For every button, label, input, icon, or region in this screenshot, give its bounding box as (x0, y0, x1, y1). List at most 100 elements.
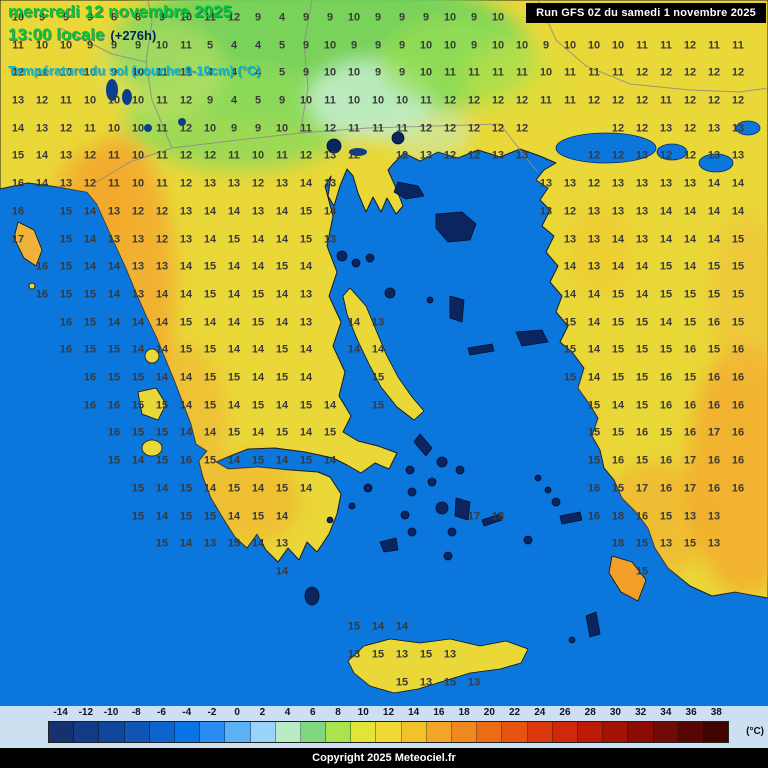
legend-tick: -14 (53, 707, 68, 718)
legend: -14 -12 -10 -8 -6 -4 -2 0 2 4 6 8 10 12 14 16 18 20 22 24 26… (0, 706, 768, 748)
island-psara (426, 296, 434, 304)
legend-tick: 20 (483, 707, 495, 718)
island-kalymnos (551, 497, 561, 507)
legend-color-cell (351, 722, 377, 742)
legend-color-cell (174, 722, 201, 742)
legend-tick: 22 (508, 707, 521, 718)
island-mykonos (455, 465, 465, 475)
legend-unit: (°C) (746, 726, 764, 737)
legend-color-cell (653, 722, 679, 742)
island-sifnos (407, 527, 417, 537)
island-paxos (28, 282, 36, 290)
legend-tick: -8 (131, 707, 141, 718)
island-thasos (326, 138, 342, 154)
island-aegina (363, 483, 373, 493)
island-amorgos (481, 513, 503, 527)
island-andros (413, 433, 433, 457)
lakes-and-marmara (106, 79, 761, 173)
island-serifos (400, 510, 410, 520)
island-syros (427, 477, 437, 487)
time-line: 13:00 locale (+276h) (8, 25, 156, 45)
legend-tick: 38 (710, 707, 722, 718)
copyright-link[interactable]: Copyright 2025 Meteociel.fr (0, 748, 768, 768)
island-lesbos (435, 211, 477, 243)
legend-color-cell (74, 722, 100, 742)
lake-ohrid (106, 79, 118, 101)
legend-color-cell (703, 722, 729, 742)
legend-tick: 4 (284, 707, 291, 718)
island-kythnos (407, 487, 417, 497)
legend-tick: 18 (458, 707, 470, 718)
legend-tick: 28 (584, 707, 596, 718)
legend-color-cell (603, 722, 629, 742)
legend-tick: 2 (259, 707, 266, 718)
island-kasos (568, 636, 576, 644)
legend-tick: 36 (685, 707, 697, 718)
island-patmos (534, 474, 542, 482)
legend-color-cell (401, 722, 427, 742)
sea-of-marmara (555, 132, 657, 164)
island-sporades-3 (365, 253, 375, 263)
lake-prespa (122, 89, 132, 105)
map-subtitle: Température du sol (couche 0-10cm) (°C) (8, 63, 261, 78)
legend-color-cell (250, 722, 276, 742)
island-zakynthos (141, 439, 163, 457)
island-crete (347, 638, 529, 694)
island-kea (405, 465, 415, 475)
legend-tick: 10 (357, 707, 369, 718)
legend-color-cell (477, 722, 503, 742)
legend-tick: 34 (660, 707, 672, 718)
island-euboea (342, 287, 425, 421)
legend-ticks: -14 -12 -10 -8 -6 -4 -2 0 2 4 6 8 10 12 14 16 18 20 22 24 26… (48, 707, 729, 718)
legend-tick: 32 (635, 707, 647, 718)
island-ios (447, 527, 457, 537)
island-milos (379, 537, 399, 553)
island-karpathos (585, 611, 601, 638)
island-corfu (13, 221, 43, 267)
island-skyros (384, 287, 396, 299)
lake-kastoria (144, 124, 152, 132)
island-astypalaia (523, 535, 533, 545)
lake-small (178, 118, 186, 126)
legend-color-cell (124, 722, 150, 742)
island-naxos (454, 497, 471, 521)
legend-color-cell (426, 722, 452, 742)
island-lefkada (144, 348, 160, 364)
legend-color-cell (502, 722, 528, 742)
legend-color-cell (552, 722, 578, 742)
legend-tick: -4 (182, 707, 192, 718)
legend-color-cell (452, 722, 478, 742)
legend-tick: 30 (609, 707, 621, 718)
island-kythira (304, 586, 320, 606)
island-samothrace (391, 131, 405, 145)
legend-color-cell (577, 722, 604, 742)
legend-tick: 12 (382, 707, 395, 718)
forecast-offset: (+276h) (110, 28, 157, 43)
legend-tick: 24 (534, 707, 546, 718)
island-rhodes (608, 555, 647, 602)
island-spetses (326, 516, 334, 524)
island-sporades-2 (351, 258, 361, 268)
legend-tick: -2 (207, 707, 217, 718)
island-leros (544, 486, 552, 494)
legend-color-cell (149, 722, 175, 742)
legend-tick: 26 (559, 707, 571, 718)
legend-tick: 8 (335, 707, 341, 718)
legend-color-cell (326, 722, 352, 742)
legend-color-cell (678, 722, 704, 742)
island-limnos (393, 181, 425, 200)
country-borders (59, 0, 768, 184)
weather-map (0, 0, 768, 694)
legend-color-cell (527, 722, 553, 742)
legend-color-cell (628, 722, 654, 742)
legend-color-cell (225, 722, 251, 742)
legend-color-cell (49, 722, 75, 742)
island-hydra (348, 502, 356, 510)
legend-color-cell (200, 722, 226, 742)
run-info-box: Run GFS 0Z du samedi 1 novembre 2025 (526, 3, 766, 23)
island-sporades-1 (336, 250, 348, 262)
time-text: 13:00 locale (8, 25, 105, 44)
legend-tick: 0 (234, 707, 240, 718)
legend-bar (48, 721, 729, 743)
legend-tick: -12 (78, 707, 94, 718)
